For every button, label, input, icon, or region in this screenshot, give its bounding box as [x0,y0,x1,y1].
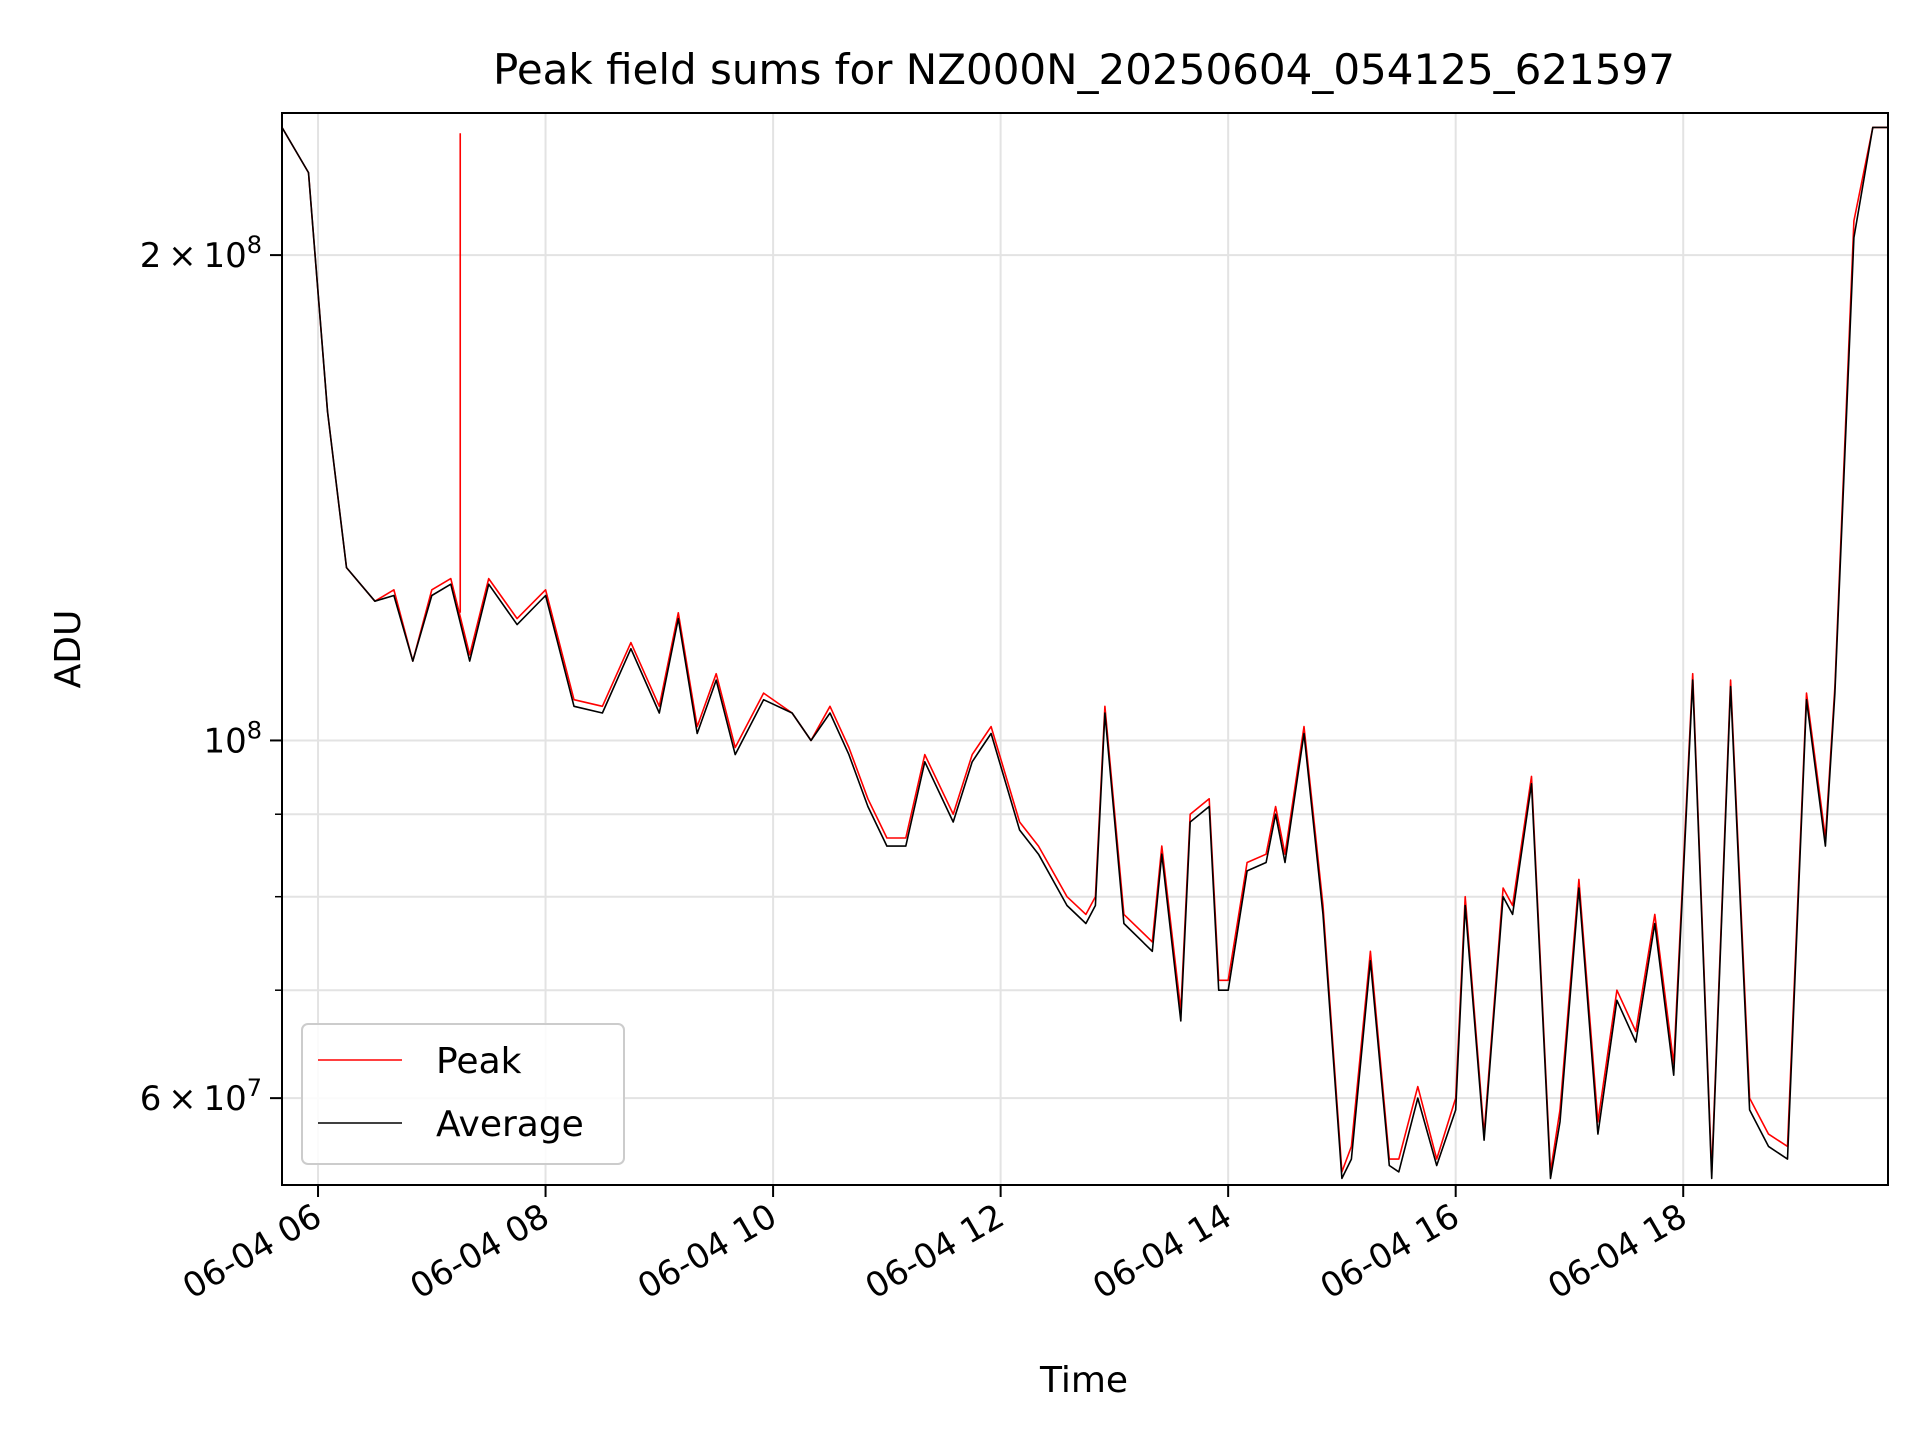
plot-lines [282,126,1888,1180]
y-tick-label: 2 × 108 [140,231,262,276]
x-axis-label: Time [1039,1360,1128,1401]
y-tick-label: 108 [203,716,262,761]
legend-label-peak: Peak [436,1041,522,1082]
y-tick-label: 6 × 107 [140,1074,262,1119]
series-line-average [282,126,1888,1180]
y-axis-label: ADU [48,610,89,689]
legend: Peak Average [301,1023,625,1165]
legend-label-average: Average [436,1104,584,1145]
legend-box [301,1023,625,1165]
chart-title: Peak field sums for NZ000N_20250604_0541… [493,45,1675,94]
plot-frame [281,112,1889,1186]
y-axis-ticks: 2 × 108 108 6 × 107 [140,231,282,1119]
grid [282,113,1888,1185]
